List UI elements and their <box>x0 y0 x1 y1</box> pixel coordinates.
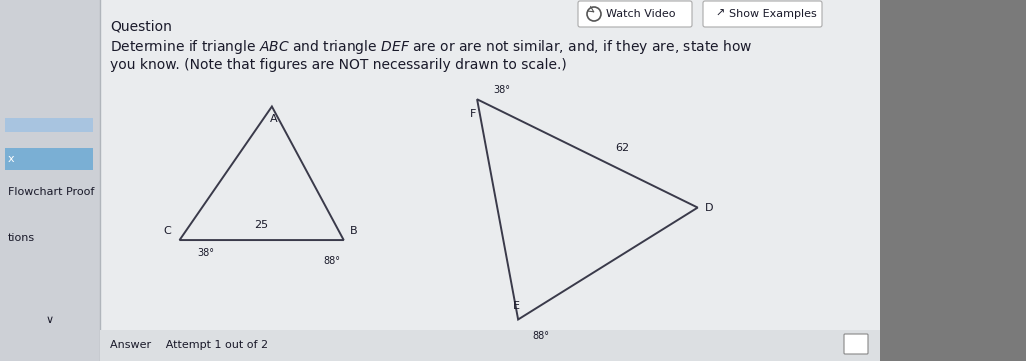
Bar <box>0 0 100 361</box>
Text: Answer  Attempt 1 out of 2: Answer Attempt 1 out of 2 <box>110 340 268 350</box>
Text: D: D <box>705 203 713 213</box>
Text: Determine if triangle $ABC$ and triangle $DEF$ are or are not similar, and, if t: Determine if triangle $ABC$ and triangle… <box>110 38 752 56</box>
Text: tions: tions <box>8 233 35 243</box>
Bar <box>100 0 880 361</box>
FancyBboxPatch shape <box>703 1 822 27</box>
Text: ↗: ↗ <box>715 9 724 19</box>
Bar <box>880 0 1026 361</box>
Text: F: F <box>470 109 476 119</box>
Text: Show Examples: Show Examples <box>729 9 817 19</box>
Text: 25: 25 <box>254 220 269 230</box>
Text: 62: 62 <box>616 143 630 153</box>
FancyBboxPatch shape <box>844 334 868 354</box>
Text: E: E <box>513 301 519 312</box>
Bar <box>100 330 880 361</box>
Text: 38°: 38° <box>494 85 510 95</box>
Text: 88°: 88° <box>323 256 341 266</box>
Bar <box>5 118 93 132</box>
Bar <box>5 148 93 170</box>
FancyBboxPatch shape <box>578 1 692 27</box>
Text: x: x <box>8 154 14 164</box>
Text: 88°: 88° <box>532 331 549 342</box>
Text: Flowchart Proof: Flowchart Proof <box>8 187 94 197</box>
Text: B: B <box>350 226 357 236</box>
Text: Question: Question <box>110 20 172 34</box>
Text: ∨: ∨ <box>46 315 54 325</box>
Text: Watch Video: Watch Video <box>606 9 675 19</box>
Text: you know. (Note that figures are NOT necessarily drawn to scale.): you know. (Note that figures are NOT nec… <box>110 58 566 72</box>
Text: C: C <box>164 226 171 236</box>
Text: A: A <box>270 114 278 125</box>
Text: 38°: 38° <box>198 248 214 258</box>
